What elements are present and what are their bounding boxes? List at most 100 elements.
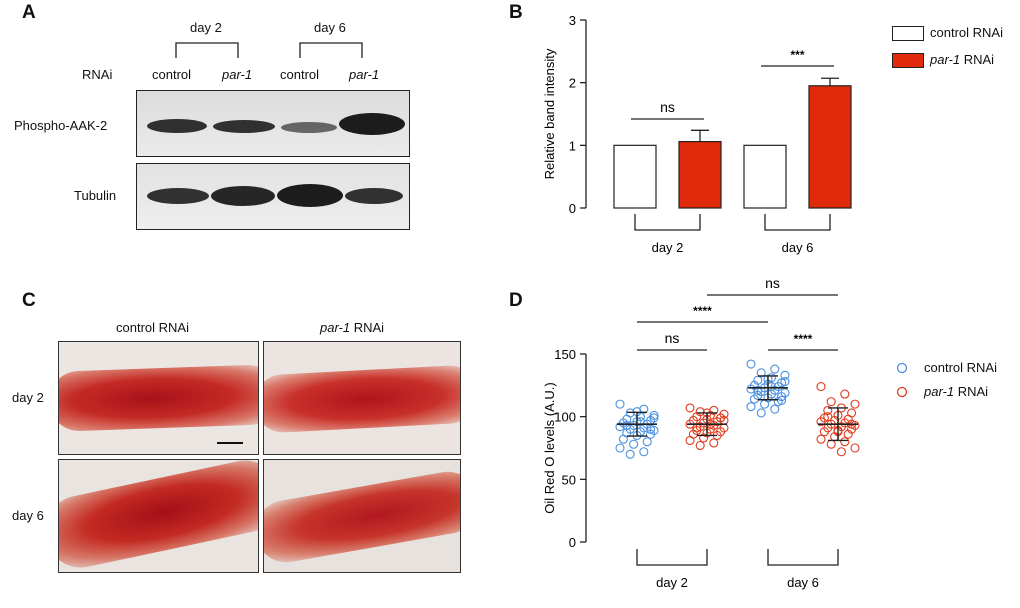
data-point <box>760 399 770 409</box>
data-point <box>618 434 628 444</box>
rnai-label: RNAi <box>82 67 113 82</box>
micro-header-control: control RNAi <box>116 320 189 335</box>
data-point <box>819 427 829 437</box>
data-point <box>629 439 639 449</box>
bar-chart: 0 1 2 3 Relative band intensity day 2 ns day 6 *… <box>542 13 852 255</box>
micro-image-par1-day6 <box>263 459 461 573</box>
data-point <box>625 449 635 459</box>
data-point <box>756 408 766 418</box>
legend-d-par1-gene: par-1 <box>924 384 955 399</box>
data-point <box>699 433 709 443</box>
data-point <box>816 417 826 427</box>
lane-label-4: par-1 <box>349 67 380 82</box>
data-point <box>685 435 695 446</box>
legend-dot-control <box>896 362 908 374</box>
bar <box>743 144 787 209</box>
phospho-band <box>147 119 207 133</box>
data-point <box>639 447 649 457</box>
category-bracket <box>636 549 708 566</box>
significance-label: ns <box>765 275 780 291</box>
y-axis-label: Relative band intensity <box>542 48 557 179</box>
data-point <box>685 403 695 413</box>
x-category-label: day 2 <box>656 575 688 590</box>
data-point <box>840 389 850 399</box>
y-tick-label: 100 <box>554 410 576 425</box>
data-point <box>826 439 836 449</box>
data-point <box>615 422 625 432</box>
tubulin-band <box>211 186 275 206</box>
data-point <box>642 437 652 447</box>
phospho-blot-image <box>136 90 410 157</box>
bar <box>678 140 722 209</box>
data-point <box>646 424 656 434</box>
data-point <box>615 399 625 409</box>
bar <box>613 144 657 209</box>
data-point <box>770 364 780 374</box>
bar <box>808 85 852 209</box>
panel-letter-d: D <box>509 290 523 311</box>
legend-d-label-par1: par-1 RNAi <box>924 384 988 399</box>
micro-header-par1-suffix: RNAi <box>350 320 385 335</box>
panel-letter-c: C <box>22 290 36 311</box>
category-bracket <box>634 214 701 231</box>
micro-header-par1-gene: par-1 <box>320 320 351 335</box>
category-bracket <box>767 549 839 566</box>
micro-row-day6: day 6 <box>12 508 44 523</box>
lane-label-1: control <box>152 67 192 82</box>
data-point <box>756 368 766 378</box>
panel-letter-a: A <box>22 2 36 23</box>
legend-par1-gene: par-1 <box>930 52 961 67</box>
data-point <box>780 377 790 387</box>
y-tick-label: 2 <box>569 76 576 91</box>
blot-group-day6: day 6 <box>314 20 346 35</box>
blot-group-brackets <box>175 42 363 58</box>
micro-header-par1: par-1 RNAi <box>320 320 384 335</box>
data-point <box>850 399 860 409</box>
y-axis-label: Oil Red O levels (A.U.) <box>542 382 557 513</box>
data-point <box>826 397 836 407</box>
x-category-label: day 2 <box>652 240 684 255</box>
blot-group-day2: day 2 <box>190 20 222 35</box>
x-category-label: day 6 <box>782 240 814 255</box>
legend-label-control: control RNAi <box>930 25 1003 40</box>
micro-row-day2: day 2 <box>12 390 44 405</box>
y-tick-label: 150 <box>554 347 576 362</box>
data-point <box>850 443 860 453</box>
data-point <box>746 359 756 369</box>
blot-row-phospho: Phospho-AAK-2 <box>14 118 108 133</box>
y-tick-label: 0 <box>569 535 576 550</box>
data-point <box>823 412 833 422</box>
data-point <box>770 404 780 414</box>
data-point <box>615 443 625 453</box>
phospho-band <box>281 122 337 133</box>
data-point <box>816 382 826 392</box>
data-point <box>823 405 833 415</box>
data-point <box>746 402 756 412</box>
significance-label: ns <box>665 330 680 346</box>
data-point <box>843 429 853 439</box>
legend-d-label-control: control RNAi <box>924 360 997 375</box>
x-category-label: day 6 <box>787 575 819 590</box>
data-point <box>622 420 632 430</box>
legend-label-par1: par-1 RNAi <box>930 52 994 67</box>
y-tick-label: 3 <box>569 13 576 28</box>
data-point <box>709 438 719 448</box>
legend-par1-suffix: RNAi <box>960 52 995 67</box>
legend-swatch-control <box>892 26 924 41</box>
micro-image-par1-day2 <box>263 341 461 455</box>
data-point <box>780 370 790 380</box>
scatter-chart: 0 50 100 150 Oil Red O levels (A.U.) day 2 day… <box>542 275 860 590</box>
data-point <box>695 440 705 451</box>
significance-label: ns <box>660 99 675 115</box>
y-tick-label: 0 <box>569 201 576 216</box>
tubulin-band <box>277 184 343 207</box>
significance-label: **** <box>693 304 712 318</box>
data-point <box>840 437 850 447</box>
tubulin-band <box>147 188 209 204</box>
legend-swatch-par1 <box>892 53 924 68</box>
lane-label-2: par-1 <box>222 67 253 82</box>
data-point <box>836 447 846 457</box>
data-point <box>716 413 726 423</box>
legend-dot-par1 <box>896 386 908 398</box>
tubulin-blot-image <box>136 163 410 230</box>
